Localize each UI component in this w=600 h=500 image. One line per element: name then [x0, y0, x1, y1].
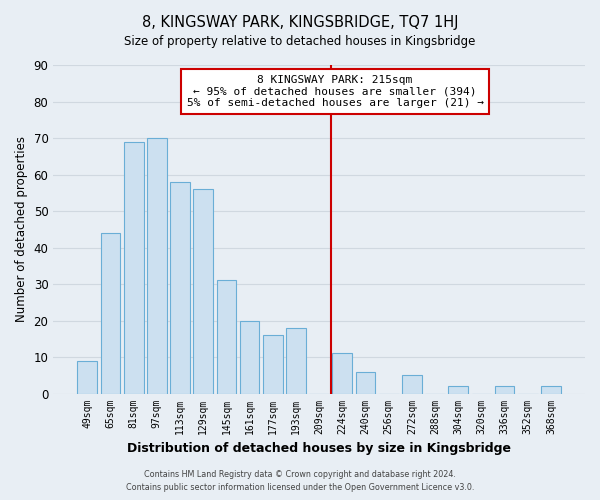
Bar — [170, 182, 190, 394]
Bar — [147, 138, 167, 394]
Bar — [101, 233, 121, 394]
Y-axis label: Number of detached properties: Number of detached properties — [15, 136, 28, 322]
Text: 8, KINGSWAY PARK, KINGSBRIDGE, TQ7 1HJ: 8, KINGSWAY PARK, KINGSBRIDGE, TQ7 1HJ — [142, 15, 458, 30]
Bar — [495, 386, 514, 394]
Bar — [217, 280, 236, 394]
Bar — [263, 335, 283, 394]
Bar — [332, 354, 352, 394]
Bar — [356, 372, 376, 394]
Bar — [193, 189, 213, 394]
Bar — [402, 376, 422, 394]
Bar — [286, 328, 306, 394]
Text: Size of property relative to detached houses in Kingsbridge: Size of property relative to detached ho… — [124, 35, 476, 48]
Bar — [541, 386, 561, 394]
Bar — [240, 320, 259, 394]
Bar — [448, 386, 468, 394]
Text: Contains HM Land Registry data © Crown copyright and database right 2024.
Contai: Contains HM Land Registry data © Crown c… — [126, 470, 474, 492]
Bar — [77, 360, 97, 394]
X-axis label: Distribution of detached houses by size in Kingsbridge: Distribution of detached houses by size … — [127, 442, 511, 455]
Bar — [124, 142, 143, 394]
Text: 8 KINGSWAY PARK: 215sqm
← 95% of detached houses are smaller (394)
5% of semi-de: 8 KINGSWAY PARK: 215sqm ← 95% of detache… — [187, 75, 484, 108]
